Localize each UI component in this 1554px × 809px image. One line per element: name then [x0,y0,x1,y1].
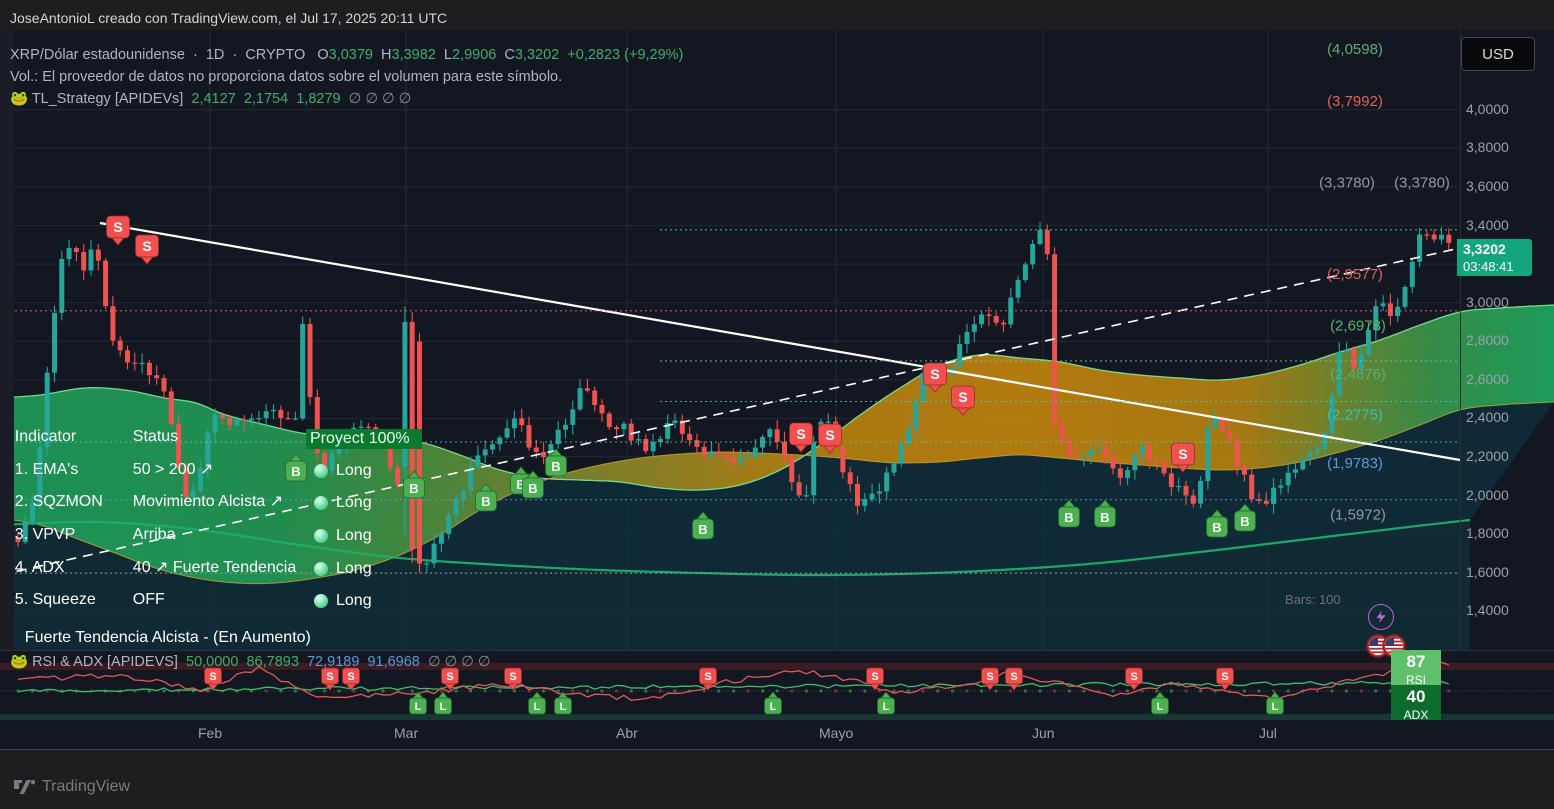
svg-text:B: B [1064,510,1073,525]
svg-text:S: S [142,238,151,254]
svg-text:S: S [1010,671,1017,683]
svg-text:S: S [986,671,993,683]
svg-text:L: L [883,701,890,713]
svg-text:S: S [825,427,834,443]
svg-text:(1,5972): (1,5972) [1330,507,1386,524]
svg-text:S: S [796,426,805,442]
svg-text:S: S [113,219,122,235]
svg-text:S: S [958,389,967,405]
svg-text:(1,9783): (1,9783) [1327,455,1383,472]
svg-text:(2,6978): (2,6978) [1330,318,1386,335]
svg-text:B: B [698,522,707,537]
svg-text:S: S [704,671,711,683]
svg-text:S: S [1221,671,1228,683]
svg-text:L: L [1272,701,1279,713]
svg-text:L: L [415,701,422,713]
svg-text:(3,3780): (3,3780) [1394,174,1450,191]
svg-text:L: L [440,701,447,713]
svg-text:(2,2775): (2,2775) [1327,406,1383,423]
svg-text:(3,7992): (3,7992) [1327,93,1383,110]
svg-text:S: S [930,366,939,382]
svg-text:S: S [1178,446,1187,462]
svg-text:B: B [551,459,560,474]
svg-text:L: L [770,701,777,713]
svg-text:(2,9577): (2,9577) [1327,266,1383,283]
svg-text:B: B [528,481,537,496]
svg-text:L: L [534,701,541,713]
svg-text:L: L [1157,701,1164,713]
svg-text:(3,3780): (3,3780) [1319,174,1375,191]
svg-text:(4,0598): (4,0598) [1327,41,1383,58]
svg-text:B: B [1212,520,1221,535]
svg-text:B: B [1240,514,1249,529]
svg-text:(2,4876): (2,4876) [1330,366,1386,383]
svg-text:S: S [1130,671,1137,683]
svg-text:B: B [1100,510,1109,525]
svg-text:L: L [560,701,567,713]
svg-text:S: S [871,671,878,683]
